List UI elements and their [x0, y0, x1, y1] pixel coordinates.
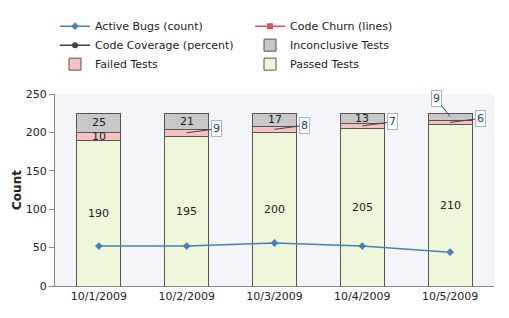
- svg-text:Active Bugs (count): Active Bugs (count): [95, 20, 203, 33]
- svg-text:150: 150: [26, 165, 47, 178]
- svg-text:250: 250: [26, 88, 47, 101]
- svg-text:195: 195: [176, 205, 197, 218]
- svg-text:Code Coverage (percent): Code Coverage (percent): [95, 39, 234, 52]
- svg-text:0: 0: [40, 280, 47, 293]
- svg-text:9: 9: [433, 92, 440, 105]
- svg-text:190: 190: [88, 207, 109, 220]
- svg-text:205: 205: [352, 201, 373, 214]
- svg-text:Count: Count: [10, 170, 24, 210]
- svg-text:200: 200: [26, 126, 47, 139]
- svg-text:7: 7: [389, 115, 396, 128]
- svg-text:10: 10: [92, 130, 106, 143]
- svg-text:210: 210: [440, 199, 461, 212]
- svg-text:10/3/2009: 10/3/2009: [246, 290, 302, 303]
- svg-text:10/1/2009: 10/1/2009: [71, 290, 127, 303]
- svg-text:6: 6: [477, 112, 484, 125]
- svg-text:100: 100: [26, 203, 47, 216]
- svg-text:Inconclusive Tests: Inconclusive Tests: [290, 39, 389, 52]
- svg-text:17: 17: [268, 113, 282, 126]
- svg-text:25: 25: [92, 116, 106, 129]
- svg-text:Failed Tests: Failed Tests: [95, 58, 158, 71]
- svg-text:21: 21: [180, 115, 194, 128]
- svg-text:50: 50: [33, 241, 47, 254]
- svg-text:Code Churn (lines): Code Churn (lines): [290, 20, 392, 33]
- svg-text:8: 8: [301, 119, 308, 132]
- svg-text:Passed Tests: Passed Tests: [290, 58, 359, 71]
- svg-text:9: 9: [213, 122, 220, 135]
- svg-text:10/5/2009: 10/5/2009: [422, 290, 478, 303]
- svg-text:10/2/2009: 10/2/2009: [158, 290, 214, 303]
- svg-text:10/4/2009: 10/4/2009: [334, 290, 390, 303]
- svg-text:13: 13: [355, 112, 369, 125]
- svg-text:200: 200: [264, 203, 285, 216]
